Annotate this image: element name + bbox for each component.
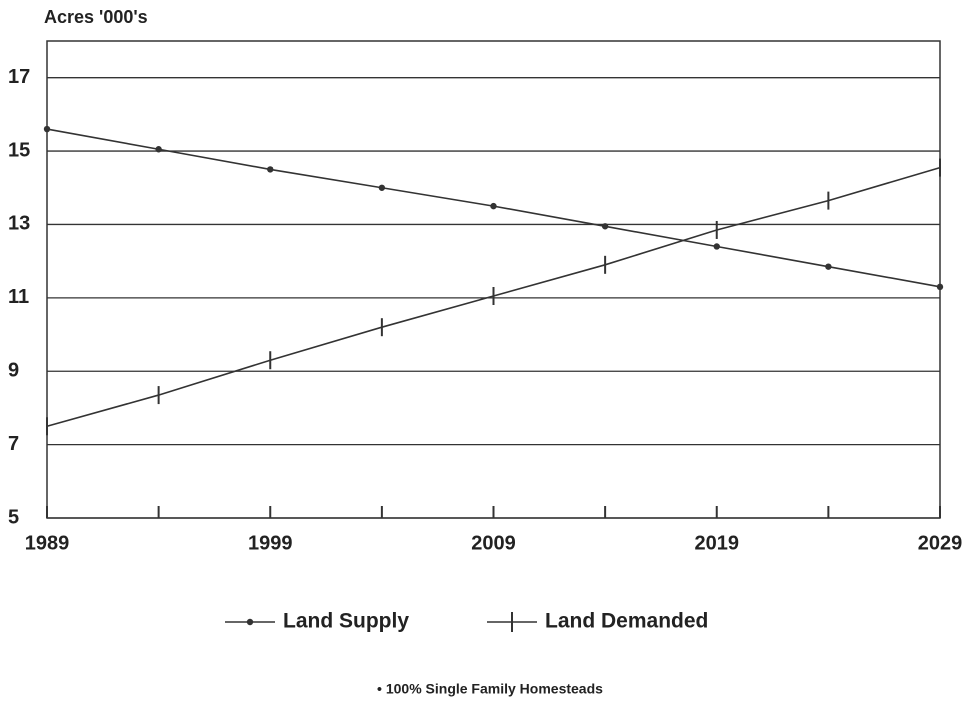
y-tick-label: 15 [8,139,30,161]
point-marker [825,263,832,270]
legend-label: Land Demanded [545,610,708,633]
x-tick-label: 2009 [471,532,516,554]
point-marker [43,125,51,133]
point-marker [936,283,944,291]
y-tick-label: 17 [8,66,30,88]
footnote: • 100% Single Family Homesteads [377,681,603,697]
x-tick-label: 2029 [918,532,963,554]
legend-marker [246,618,254,626]
x-tick-label: 2019 [695,532,740,554]
point-marker [601,223,609,230]
point-marker [713,243,720,250]
point-marker [490,202,497,210]
x-tick-label: 1999 [248,532,293,554]
legend-label: Land Supply [283,610,409,633]
x-tick-label: 1989 [25,532,70,554]
y-tick-label: 13 [8,213,30,235]
point-marker [378,184,386,191]
point-marker [155,146,162,153]
y-tick-label: 5 [8,506,19,528]
point-marker [267,166,274,173]
y-tick-label: 11 [8,286,29,308]
y-axis-label: Acres '000's [44,7,148,27]
plot-frame [46,40,941,519]
y-tick-label: 7 [8,433,19,455]
y-tick-label: 9 [8,360,19,382]
